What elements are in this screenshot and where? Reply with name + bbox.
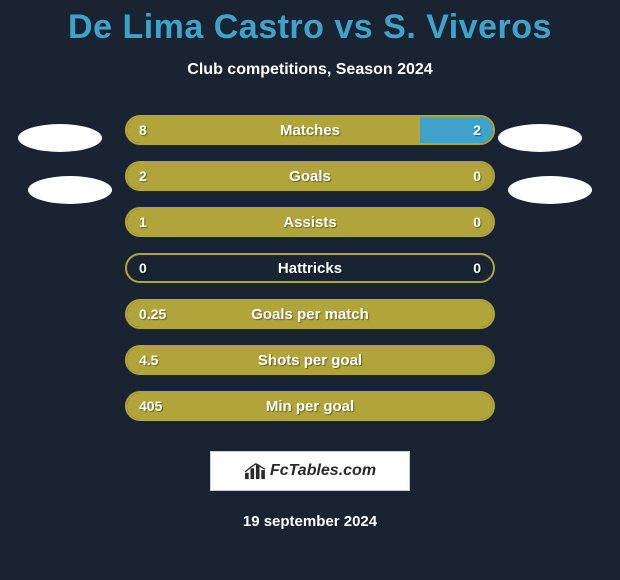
comparison-subtitle: Club competitions, Season 2024 — [0, 61, 620, 79]
player-portrait-left-0 — [18, 124, 102, 152]
stat-bar-left — [127, 163, 493, 189]
stat-value-right: 2 — [473, 117, 481, 143]
stat-row-hattricks: 0 0Hattricks — [125, 253, 495, 283]
stat-value-right: 0 — [473, 209, 481, 235]
footer-brand-badge[interactable]: FcTables.com — [210, 451, 410, 491]
stat-row-goals-per-match: 0.25Goals per match — [125, 299, 495, 329]
stat-bar-right — [420, 117, 493, 143]
stat-row-matches: 82Matches — [125, 115, 495, 145]
generated-date: 19 september 2024 — [0, 513, 620, 530]
stat-value-right: 0 — [473, 255, 481, 281]
stat-row-shots-per-goal: 4.5Shots per goal — [125, 345, 495, 375]
comparison-title: De Lima Castro vs S. Viveros — [0, 0, 620, 47]
player-portrait-left-1 — [28, 176, 112, 204]
footer-brand-text: FcTables.com — [270, 462, 376, 480]
stat-value-left: 0 — [139, 255, 147, 281]
stat-bar-left — [127, 347, 493, 373]
player-portrait-right-1 — [508, 176, 592, 204]
stat-value-left: 0.25 — [139, 301, 166, 327]
stat-value-right: 0 — [473, 163, 481, 189]
stat-bar-left — [127, 301, 493, 327]
stat-value-left: 2 — [139, 163, 147, 189]
stats-container: 82Matches20Goals10Assists00Hattricks0.25… — [0, 115, 620, 421]
stat-row-assists: 10Assists — [125, 207, 495, 237]
stat-row-min-per-goal: 405Min per goal — [125, 391, 495, 421]
stat-value-left: 8 — [139, 117, 147, 143]
stat-label: Hattricks — [127, 255, 493, 281]
stat-value-left: 405 — [139, 393, 162, 419]
stat-bar-left — [127, 393, 493, 419]
stat-bar-left — [127, 117, 420, 143]
stat-value-left: 1 — [139, 209, 147, 235]
stat-value-left: 4.5 — [139, 347, 158, 373]
bars-icon — [244, 462, 266, 480]
stat-row-goals: 20Goals — [125, 161, 495, 191]
player-portrait-right-0 — [498, 124, 582, 152]
stat-bar-left — [127, 209, 493, 235]
